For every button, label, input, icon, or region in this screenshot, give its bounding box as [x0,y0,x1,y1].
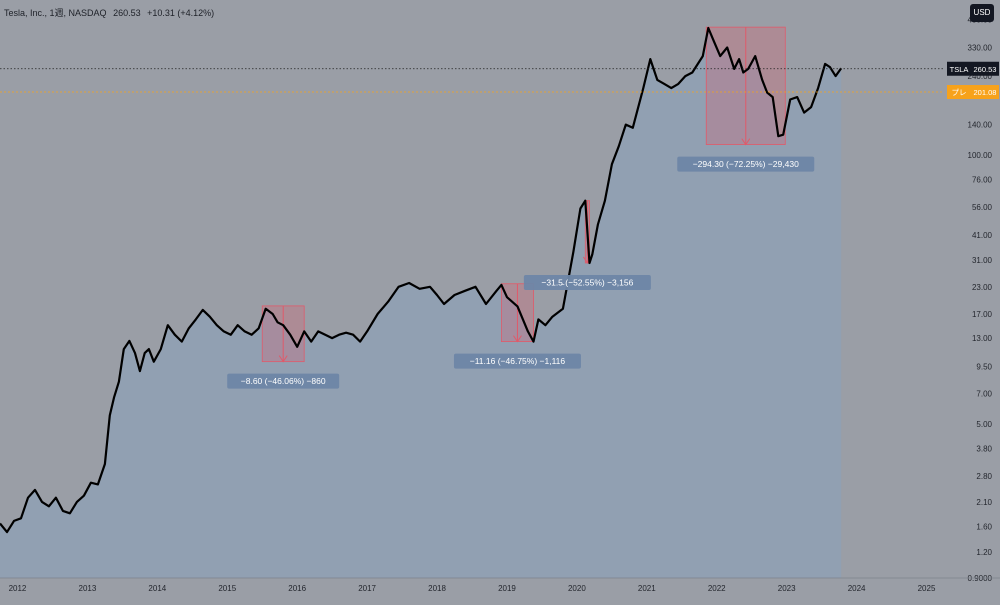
x-tick-label: 2023 [778,584,796,593]
symbol-line: Tesla, Inc., 1週, NASDAQ [4,8,107,18]
last-price-tag-value-bg [971,61,999,76]
y-tick-label: 1.20 [976,548,992,557]
drawdown-label-text: −31.5̵ (−52.55%) −3,156 [541,277,633,287]
last-price-tag-value: 260.53 [974,65,997,74]
drawdown-label-1: −8.60 (−46.06%) −860 [227,373,340,389]
price-area-fill [0,28,842,578]
price-line [0,26,843,534]
x-tick-label: 2020 [568,584,586,593]
drawdown-arrow-head [741,138,751,146]
y-tick-label: 41.00 [972,231,993,240]
drawdown-label-bg [227,373,340,389]
x-tick-label: 2019 [498,584,516,593]
y-tick-label: 140.00 [968,121,993,130]
x-tick-label: 2015 [218,584,236,593]
currency-button[interactable]: USD [970,4,994,22]
x-tick-label: 2014 [148,584,166,593]
header-price: 260.53 [113,8,141,18]
x-tick-label: 2018 [428,584,446,593]
y-tick-label: 100.00 [968,151,993,160]
y-tick-label: 9.50 [976,362,992,371]
drawdown-arrow-head [278,355,288,363]
drawdown-label-bg [453,353,581,369]
drawdown-label-bg [677,156,815,172]
x-tick-label: 2016 [288,584,306,593]
drawdown-label-2: −11.16 (−46.75%) −1,116 [453,353,581,369]
y-tick-label: 2.10 [976,498,992,507]
drawdown-1 [261,305,305,363]
y-tick-label: 31.00 [972,256,993,265]
x-tick-label: 2013 [79,584,97,593]
y-tick-label: 5.00 [976,420,992,429]
drawdown-arrow-head [513,335,522,343]
pre-market-tag-label-bg [947,85,971,100]
y-tick-label: 240.00 [968,72,993,81]
currency-label: USD [973,8,991,17]
drawdown-label-4: −294.30 (−72.25%) −29,430 [677,156,815,172]
y-tick-label: 3.80 [976,445,992,454]
y-tick-label: 56.00 [972,203,993,212]
pre-market-tag-value-bg [971,85,999,100]
last-price-tag-label-bg [947,61,971,76]
pre-market-tag-label: プレ [952,88,967,97]
x-tick-label: 2022 [708,584,726,593]
header-change: +10.31 (+4.12%) [147,8,215,18]
drawdown-label-text: −294.30 (−72.25%) −29,430 [693,159,799,169]
y-tick-label: 23.00 [972,283,993,292]
y-tick-label: 7.00 [976,390,992,399]
x-tick-label: 2025 [918,584,936,593]
drawdown-4 [705,26,786,146]
y-tick-label: 2.80 [976,472,992,481]
pre-market-tag: プレ 201.08 [947,85,999,100]
y-tick-label: 0.9000 [968,574,993,583]
x-tick-label: 2024 [848,584,866,593]
y-tick-label: 330.00 [968,44,993,53]
x-tick-label: 2017 [358,584,376,593]
drawdown-label-text: −11.16 (−46.75%) −1,116 [470,356,566,366]
symbol-header: Tesla, Inc., 1週, NASDAQ 260.53 +10.31 (+… [4,6,214,19]
x-tick-label: 2021 [638,584,656,593]
pre-market-tag-value: 201.08 [974,88,997,97]
y-tick-label: 76.00 [972,175,993,184]
last-price-tag-label: TSLA [950,65,969,74]
last-price-tag: TSLA 260.53 [947,61,999,76]
drawdown-label-bg [523,274,651,290]
y-tick-label: 1.60 [976,522,992,531]
y-tick-label: 17.00 [972,310,993,319]
drawdown-label-3: −31.5̵ (−52.55%) −3,156 [523,274,651,290]
y-tick-label: 13.00 [972,334,993,343]
drawdown-label-text: −8.60 (−46.06%) −860 [241,376,326,386]
x-tick-label: 2012 [9,584,27,593]
